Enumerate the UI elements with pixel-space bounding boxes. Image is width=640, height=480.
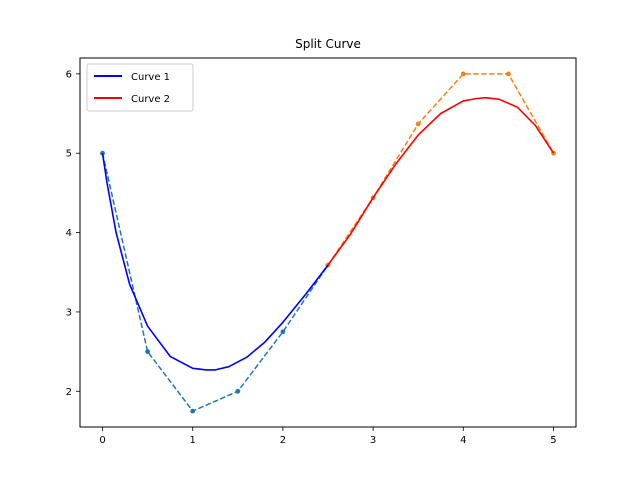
chart-title: Split Curve [295,37,361,51]
series-layer [100,71,556,414]
legend-label-curve-2: Curve 2 [131,94,170,105]
x-tick-label-5: 5 [550,435,556,446]
series-point-control-polygon-2-3 [460,71,466,77]
y-tick-label-2: 4 [66,228,72,239]
axes-frame [79,57,577,428]
series-line-curve-1 [101,153,329,371]
legend: Curve 1 Curve 2 [86,63,194,112]
series-line-control-polygon-1 [101,153,329,412]
y-tick-label-0: 2 [66,387,72,398]
series-point-control-polygon-1-2 [190,408,196,414]
series-point-control-polygon-1-1 [145,349,151,354]
plot-area: 0 1 2 3 4 5 2 3 4 5 6 [66,57,577,446]
x-tick-label-0: 0 [99,435,105,446]
series-line-curve-2 [327,96,555,266]
ticks-layer: 0 1 2 3 4 5 2 3 4 5 6 [66,69,557,446]
x-tick-label-3: 3 [370,435,376,446]
y-tick-label-4: 6 [66,69,72,80]
series-point-control-polygon-2-4 [506,71,511,77]
legend-label-curve-1: Curve 1 [131,72,170,83]
series-point-control-polygon-1-3 [235,388,241,394]
x-tick-label-1: 1 [190,435,196,446]
x-tick-label-4: 4 [460,435,466,446]
series-point-control-polygon-2-2 [415,121,421,127]
x-tick-label-2: 2 [280,435,286,446]
series-point-control-polygon-1-4 [280,329,286,335]
y-tick-label-1: 3 [66,307,72,318]
y-tick-label-3: 5 [66,149,72,160]
